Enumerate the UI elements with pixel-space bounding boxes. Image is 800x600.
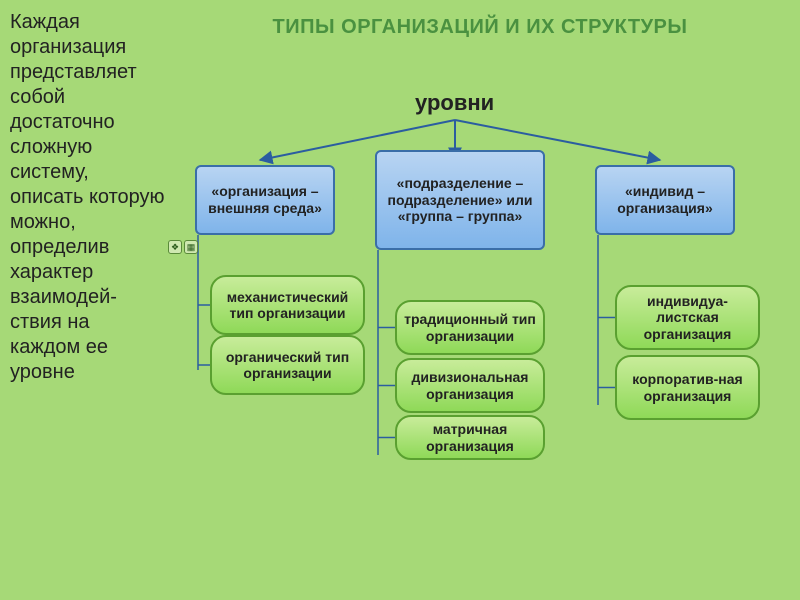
type-pill-diviz: дивизиональная организация xyxy=(395,358,545,413)
decorator-icon: ❖ xyxy=(168,240,182,254)
level-box-ind-org: «индивид – организация» xyxy=(595,165,735,235)
page-title: ТИПЫ ОРГАНИЗАЦИЙ И ИХ СТРУКТУРЫ xyxy=(180,16,780,39)
type-pill-organ: органический тип организации xyxy=(210,335,365,395)
level-box-div-div: «подразделение – подразделение» или «гру… xyxy=(375,150,545,250)
type-pill-indiv: индивидуа-листская организация xyxy=(615,285,760,350)
diagram-root-label: уровни xyxy=(415,90,494,116)
level-box-org-env: «организация – внешняя среда» xyxy=(195,165,335,235)
type-pill-matrix: матричная организация xyxy=(395,415,545,460)
slide-decorator-icons: ❖ ▦ xyxy=(168,240,198,254)
type-pill-mech: механистический тип организации xyxy=(210,275,365,335)
type-pill-corp: корпоратив-ная организация xyxy=(615,355,760,420)
decorator-icon: ▦ xyxy=(184,240,198,254)
sidebar-description: Каждая организация представляет собой до… xyxy=(10,10,165,385)
type-pill-trad: традиционный тип организации xyxy=(395,300,545,355)
